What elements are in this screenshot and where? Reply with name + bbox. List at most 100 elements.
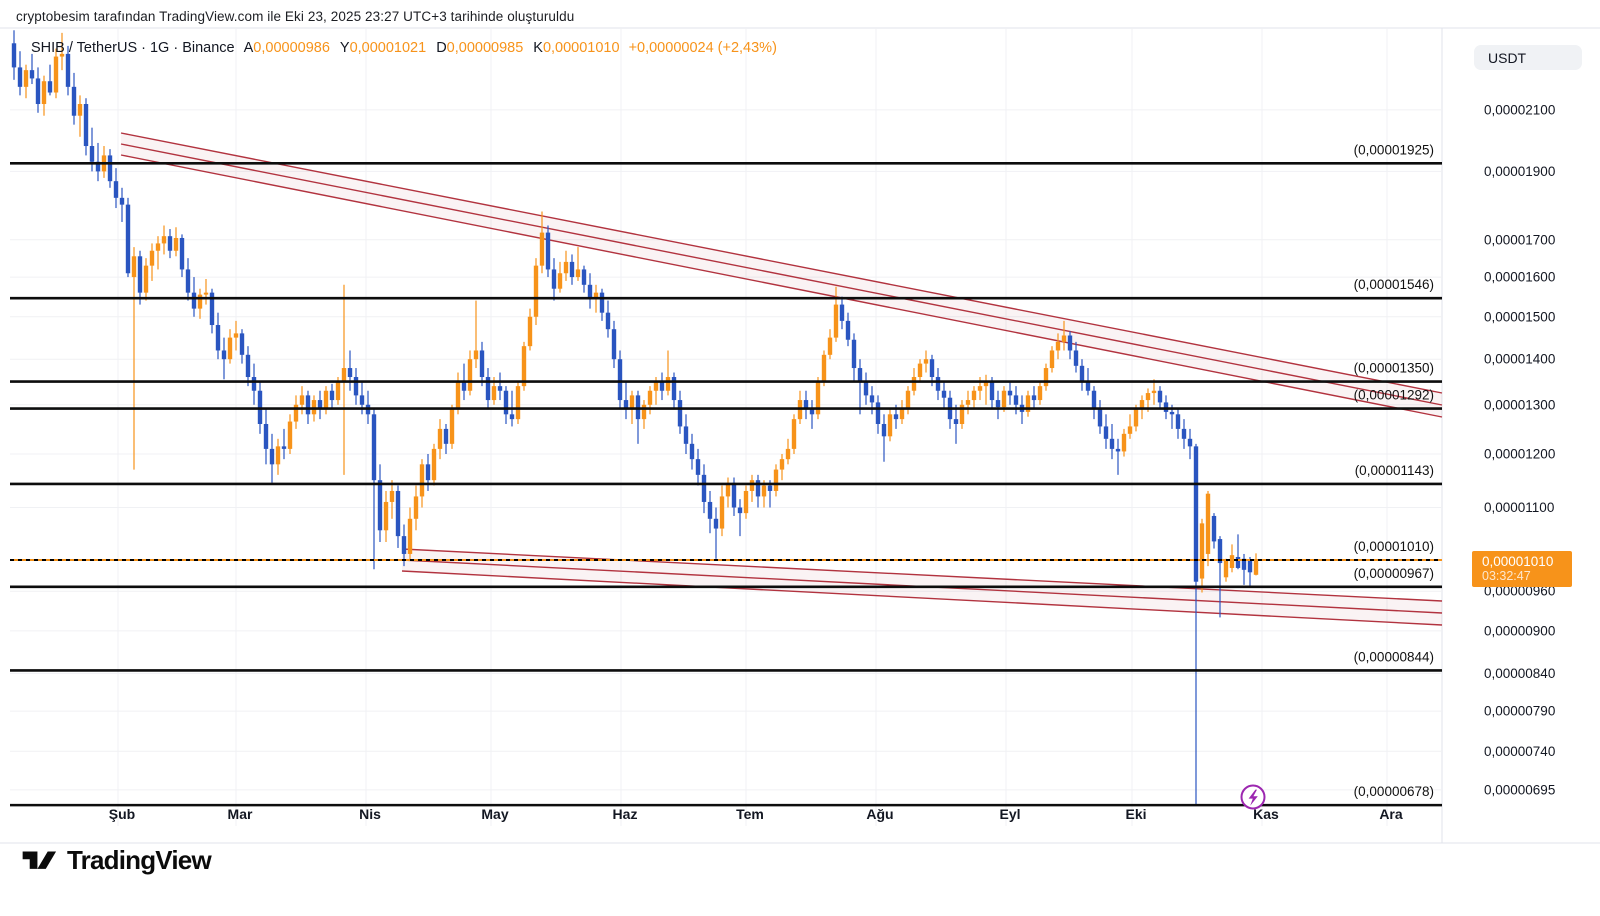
- candle-body: [233, 333, 239, 338]
- month-label: Ağu: [866, 806, 893, 822]
- candle-body: [17, 67, 23, 87]
- candle-body: [905, 390, 911, 410]
- price-tick-label: 0,00001100: [1484, 500, 1554, 515]
- candle-body: [149, 250, 155, 266]
- current-price-label[interactable]: 0,00001010 03:32:47: [1472, 551, 1572, 587]
- candle-body: [221, 350, 227, 360]
- level-price-label: (0,00001010): [1354, 539, 1434, 554]
- candle-body: [275, 446, 281, 465]
- candle-body: [725, 482, 731, 497]
- candle-body: [911, 377, 917, 391]
- candle-body: [809, 409, 815, 415]
- price-tick-label: 0,00001600: [1484, 270, 1555, 285]
- candle-body: [689, 443, 695, 460]
- candle-body: [611, 329, 617, 360]
- candle-body: [1055, 341, 1061, 351]
- time-axis[interactable]: Şub Mar Nis May Haz Tem Ağu Eyl Eki Kas Ara: [109, 806, 1403, 822]
- candle-body: [935, 377, 941, 391]
- candle-body: [311, 400, 317, 415]
- candle-body: [1235, 556, 1241, 568]
- price-tick-label: 0,00001300: [1484, 397, 1555, 412]
- candle-body: [539, 232, 545, 266]
- candle-body: [785, 448, 791, 460]
- level-price-label: (0,00001292): [1354, 388, 1434, 403]
- candle-body: [695, 459, 701, 475]
- candle-body: [1097, 409, 1103, 427]
- candle-body: [107, 155, 113, 182]
- candle-body: [1157, 390, 1163, 403]
- candle-body: [647, 390, 653, 405]
- month-label: Eki: [1125, 806, 1146, 822]
- candle-body: [767, 485, 773, 491]
- event-marker[interactable]: [1240, 784, 1266, 810]
- level-price-label: (0,00001143): [1355, 463, 1434, 478]
- candle-body: [971, 390, 977, 401]
- candle-body: [317, 400, 323, 410]
- candle-body: [209, 292, 215, 326]
- candle-body: [749, 480, 755, 491]
- level-price-label: (0,00001546): [1354, 277, 1434, 292]
- currency-button[interactable]: USDT: [1474, 45, 1582, 70]
- candle-body: [1007, 390, 1013, 396]
- descending-channel: [120, 132, 1443, 418]
- candle-body: [335, 381, 341, 401]
- bar-countdown: 03:32:47: [1482, 569, 1531, 583]
- candle-body: [563, 261, 569, 274]
- candle-body: [1115, 448, 1121, 452]
- candle-body: [899, 409, 905, 420]
- candle-body: [1121, 433, 1127, 452]
- candle-body: [509, 414, 515, 420]
- lower-channel-line: [401, 570, 1443, 626]
- candle-body: [407, 518, 413, 554]
- key-levels: (0,00001925) (0,00001546) (0,00001350) (0,0…: [10, 142, 1442, 807]
- candle-body: [923, 359, 929, 364]
- candle-body: [449, 409, 455, 444]
- candle-body: [545, 232, 551, 270]
- candle-body: [269, 448, 275, 465]
- candle-body: [1043, 368, 1049, 387]
- candle-body: [359, 395, 365, 405]
- level-price-label: (0,00001925): [1354, 142, 1434, 157]
- candle-body: [851, 339, 857, 369]
- candle-body: [23, 70, 29, 87]
- candle-body: [341, 368, 347, 382]
- month-label: Tem: [736, 806, 764, 822]
- candle-body: [1169, 411, 1175, 415]
- month-label: Kas: [1253, 806, 1279, 822]
- price-axis[interactable]: 0,00002100 0,00001900 0,00001700 0,00001600…: [1484, 102, 1555, 797]
- price-tick-label: 0,00000840: [1484, 666, 1555, 681]
- candle-body: [1241, 558, 1247, 570]
- candle-body: [83, 104, 89, 147]
- candle-body: [617, 359, 623, 401]
- candle-body: [197, 294, 203, 309]
- candle-body: [1193, 446, 1199, 582]
- price-tick-label: 0,00000960: [1484, 584, 1555, 599]
- tradingview-logo[interactable]: TradingView: [22, 845, 212, 876]
- chart-legend[interactable]: SHIB / TetherUS · 1G · Binance A0,000009…: [31, 40, 777, 56]
- month-label: Haz: [613, 806, 638, 822]
- candle-body: [1031, 395, 1037, 401]
- candle-body: [1079, 365, 1085, 382]
- price-tick-label: 0,00001500: [1484, 309, 1555, 324]
- candle-body: [701, 474, 707, 502]
- candle-body: [401, 536, 407, 554]
- candle-body: [473, 350, 479, 360]
- candle-body: [479, 350, 485, 378]
- candle-body: [641, 404, 647, 420]
- level-price-label: (0,00000678): [1354, 784, 1434, 799]
- candle-body: [353, 377, 359, 396]
- candle-body: [887, 414, 893, 437]
- candle-body: [395, 490, 401, 537]
- candle-body: [491, 386, 497, 401]
- candle-body: [239, 333, 245, 355]
- candle-body: [719, 496, 725, 529]
- candle-body: [305, 395, 311, 415]
- candle-body: [467, 359, 473, 391]
- candle-body: [1049, 350, 1055, 369]
- candle-body: [929, 359, 935, 378]
- attribution-text: cryptobesim tarafından TradingView.com i…: [16, 9, 575, 24]
- candle-body: [1037, 386, 1043, 401]
- candle-body: [1091, 390, 1097, 410]
- candle-body: [827, 337, 833, 355]
- candle-body: [983, 381, 989, 387]
